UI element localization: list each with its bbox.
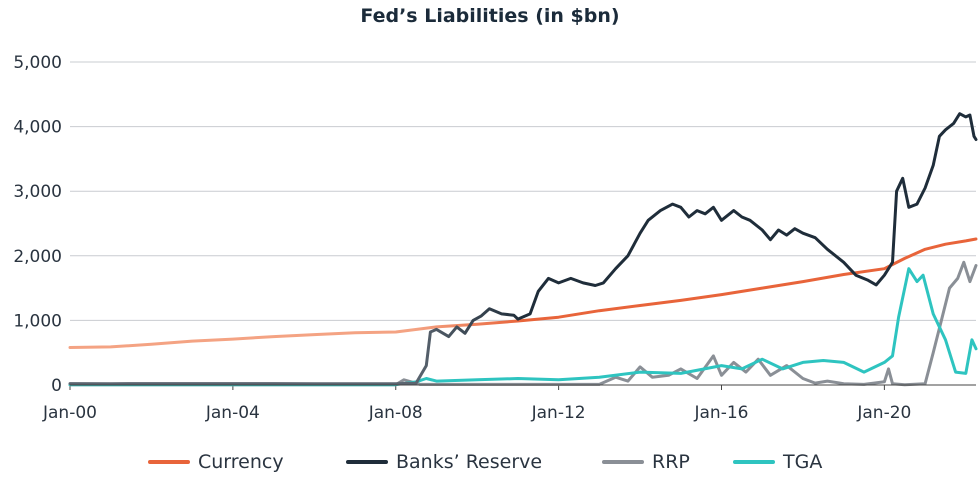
legend: Currency Banks’ Reserve RRP TGA — [148, 451, 822, 473]
x-tick-label: Jan-04 — [205, 403, 260, 423]
x-tick-label: Jan-16 — [694, 403, 749, 423]
x-axis-ticks: Jan-00 Jan-04 Jan-08 Jan-12 Jan-16 Jan-20 — [42, 385, 911, 423]
y-tick-label: 4,000 — [13, 118, 62, 138]
chart-title: Fed’s Liabilities (in $bn) — [360, 5, 619, 27]
x-tick-label: Jan-00 — [42, 403, 97, 423]
y-tick-label: 0 — [51, 376, 62, 396]
x-tick-label: Jan-20 — [856, 403, 911, 423]
legend-label: Currency — [198, 451, 284, 473]
series-line-banks-reserve — [68, 112, 978, 386]
y-tick-label: 2,000 — [13, 247, 62, 267]
series-line-rrp — [68, 260, 978, 387]
y-tick-label: 5,000 — [13, 53, 62, 73]
legend-label: RRP — [652, 451, 690, 473]
series-line-tga — [68, 267, 978, 387]
legend-label: TGA — [782, 451, 822, 473]
x-tick-label: Jan-12 — [531, 403, 586, 423]
y-tick-label: 3,000 — [13, 182, 62, 202]
x-tick-label: Jan-08 — [368, 403, 423, 423]
series-line-currency — [68, 237, 978, 349]
series-lines — [68, 112, 978, 387]
y-axis-ticks: 0 1,000 2,000 3,000 4,000 5,000 — [13, 53, 62, 396]
legend-label: Banks’ Reserve — [396, 451, 542, 473]
y-tick-label: 1,000 — [13, 311, 62, 331]
gridlines — [70, 61, 976, 321]
